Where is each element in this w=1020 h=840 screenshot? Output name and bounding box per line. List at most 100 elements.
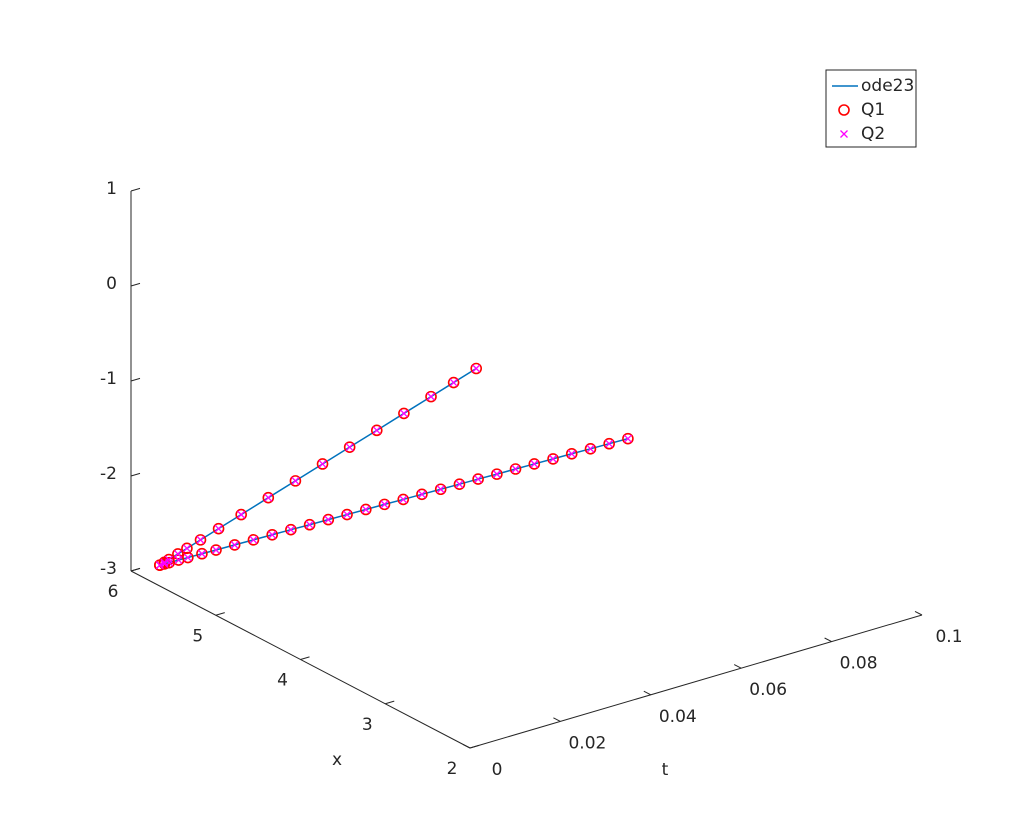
x-marker: [214, 524, 223, 533]
legend-label: Q1: [861, 100, 885, 120]
x-marker: [436, 485, 445, 494]
t-tick: [824, 637, 832, 643]
circle-marker: [434, 483, 447, 496]
circle-marker: [378, 498, 391, 511]
x-tick: [300, 656, 310, 660]
x-tick-label: 6: [108, 582, 119, 602]
circle-marker: [447, 376, 460, 389]
x-marker: [174, 556, 183, 565]
circle-marker: [158, 558, 171, 570]
x-tick: [385, 700, 395, 705]
z-tick: [130, 377, 141, 382]
legend-label: ode23: [861, 76, 914, 96]
x-marker: [449, 378, 458, 387]
x-marker: [268, 530, 277, 539]
circle-marker: [303, 518, 316, 531]
series: [154, 362, 634, 571]
x-marker: [567, 449, 576, 458]
circle-marker: [470, 362, 483, 375]
x-marker: [212, 546, 220, 554]
z-tick-label: -1: [100, 369, 117, 389]
z-tick-label: 0: [106, 274, 117, 294]
circle-marker: [425, 390, 437, 403]
circle-marker: [622, 432, 634, 445]
x-marker: [165, 558, 174, 567]
circle-marker: [509, 463, 522, 475]
x-marker: [623, 434, 632, 443]
circle-marker: [196, 547, 208, 560]
x-marker: [230, 540, 239, 549]
x-marker: [399, 495, 408, 504]
t-tick-label: 0.06: [749, 680, 787, 700]
x-marker: [361, 505, 370, 514]
x-marker: [324, 515, 333, 524]
z-tick-label: -2: [100, 464, 117, 484]
circle-marker: [360, 503, 372, 516]
x-marker: [249, 535, 258, 544]
t-tick: [733, 664, 742, 669]
x-marker: [380, 500, 389, 509]
circle-marker: [341, 508, 353, 521]
x-tick-label: 2: [447, 759, 458, 779]
x-marker: [237, 510, 246, 519]
x-marker: [417, 490, 426, 499]
x-marker: [345, 443, 354, 452]
x-tick: [215, 612, 225, 616]
circle-marker: [247, 534, 260, 546]
legend-marker: [840, 130, 848, 138]
z-tick-label: -3: [100, 559, 117, 579]
x-marker: [183, 553, 192, 562]
t-tick: [553, 717, 561, 722]
x-marker: [155, 561, 164, 570]
x-marker: [605, 439, 614, 448]
t-tick-label: 0.1: [935, 627, 962, 647]
z-tick: [130, 282, 141, 287]
t-tick: [462, 743, 471, 749]
x-tick-label: 3: [362, 715, 373, 735]
x-marker: [399, 409, 408, 418]
x-marker: [530, 459, 539, 468]
circle-marker: [262, 491, 275, 504]
circle-marker: [212, 522, 225, 535]
circle-marker: [228, 539, 241, 551]
y-axis-label: x: [332, 750, 342, 770]
legend-marker: [838, 104, 850, 116]
t-tick: [914, 610, 923, 616]
circle-marker: [343, 441, 356, 453]
z-tick: [130, 472, 141, 477]
x-marker: [549, 454, 558, 463]
t-tick-label: 0.08: [840, 654, 878, 674]
x-marker: [264, 493, 273, 502]
circle-marker: [547, 453, 559, 465]
series: [155, 364, 632, 570]
x-marker: [474, 475, 483, 484]
circle-marker: [416, 488, 428, 501]
x-marker: [343, 510, 352, 519]
z-tick: [130, 187, 141, 192]
x-marker: [372, 426, 381, 435]
circle-marker: [235, 508, 247, 521]
circle-marker: [289, 475, 302, 487]
x-tick-label: 4: [277, 671, 288, 691]
x-marker: [427, 392, 435, 401]
x-marker: [455, 480, 464, 489]
x-marker: [286, 525, 295, 534]
x-marker: [291, 476, 300, 485]
t-tick: [643, 690, 652, 696]
circle-marker: [182, 551, 194, 564]
t-tick-label: 0.04: [659, 707, 697, 727]
x-marker: [586, 444, 595, 453]
z-tick-label: 1: [106, 179, 117, 199]
legend-box: [825, 69, 917, 148]
circle-marker: [491, 468, 503, 480]
t-axis: [469, 614, 923, 749]
circle-marker: [210, 544, 222, 556]
t-tick-label: 0.02: [568, 733, 606, 753]
circle-marker: [285, 523, 297, 536]
x-marker: [196, 535, 205, 544]
circle-marker: [528, 458, 541, 470]
circle-marker: [266, 528, 278, 541]
circle-marker: [397, 493, 410, 506]
